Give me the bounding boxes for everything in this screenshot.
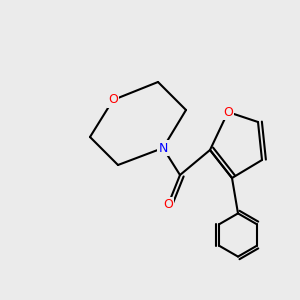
Text: O: O xyxy=(108,94,118,106)
Text: O: O xyxy=(163,199,173,212)
Text: O: O xyxy=(223,106,233,118)
Text: N: N xyxy=(158,142,168,154)
